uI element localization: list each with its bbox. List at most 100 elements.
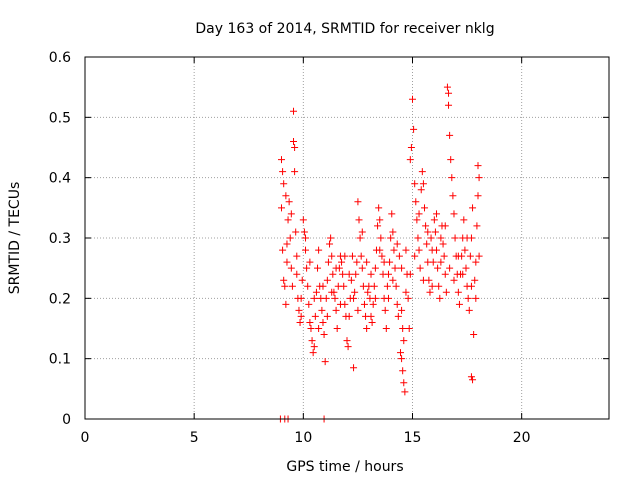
y-axis-label: SRMTID / TECUs xyxy=(7,182,23,295)
data-point xyxy=(469,376,477,384)
data-point xyxy=(467,282,475,290)
x-tick-label: 15 xyxy=(404,430,422,446)
data-point xyxy=(354,306,362,314)
data-point xyxy=(449,192,457,200)
data-point xyxy=(347,276,355,284)
data-point xyxy=(384,294,392,302)
data-point xyxy=(328,288,336,296)
data-point xyxy=(364,288,372,296)
data-point xyxy=(471,276,479,284)
data-point xyxy=(391,264,399,272)
y-tick-label: 0 xyxy=(62,412,71,428)
data-point xyxy=(312,288,320,296)
data-point xyxy=(407,144,415,151)
data-point xyxy=(459,270,467,278)
data-point xyxy=(430,216,438,224)
data-point xyxy=(350,294,358,302)
data-point xyxy=(310,343,318,351)
data-point xyxy=(282,192,290,200)
data-point xyxy=(433,210,441,218)
data-point xyxy=(315,325,323,332)
data-point xyxy=(475,174,483,182)
data-point xyxy=(358,228,366,236)
data-point xyxy=(402,288,410,296)
data-point xyxy=(435,282,443,290)
data-point xyxy=(282,300,290,308)
data-point xyxy=(319,318,327,326)
data-point xyxy=(431,228,439,236)
data-point xyxy=(353,258,361,266)
data-point xyxy=(344,343,352,351)
data-point xyxy=(446,131,454,139)
data-point xyxy=(363,325,371,332)
data-point xyxy=(437,234,445,242)
data-point xyxy=(410,125,418,133)
data-point xyxy=(306,318,314,326)
data-point xyxy=(287,264,295,272)
data-point xyxy=(398,264,406,272)
data-point xyxy=(378,252,386,260)
data-point xyxy=(327,234,335,242)
data-point xyxy=(466,252,474,260)
data-point xyxy=(406,156,414,164)
data-point xyxy=(354,198,362,206)
data-point xyxy=(375,204,383,212)
data-point xyxy=(351,288,359,296)
data-point xyxy=(402,246,410,254)
data-point xyxy=(473,222,481,230)
data-point xyxy=(405,325,413,332)
data-point xyxy=(299,216,307,224)
data-point xyxy=(389,276,397,284)
data-point xyxy=(443,83,451,91)
data-point xyxy=(406,270,414,278)
data-point xyxy=(279,246,287,254)
data-point xyxy=(436,294,444,302)
x-tick-labels: 0 5 10 15 20 xyxy=(81,430,531,446)
data-point xyxy=(321,358,329,366)
data-point xyxy=(475,252,483,260)
data-point xyxy=(363,258,371,266)
data-point xyxy=(309,349,317,357)
data-point xyxy=(470,331,478,339)
data-point xyxy=(288,282,296,290)
data-point xyxy=(426,288,434,296)
data-point xyxy=(377,234,385,242)
data-point xyxy=(400,379,408,387)
data-point xyxy=(278,156,285,164)
data-point xyxy=(358,264,366,272)
data-point xyxy=(387,234,395,242)
data-point xyxy=(454,252,462,260)
data-point xyxy=(314,264,322,272)
data-point xyxy=(422,222,430,230)
data-point xyxy=(376,216,384,224)
data-point xyxy=(293,270,301,278)
data-point xyxy=(399,325,407,332)
data-point xyxy=(392,282,400,290)
data-point xyxy=(437,258,445,266)
data-point xyxy=(303,264,311,272)
y-tick-label: 0.4 xyxy=(49,171,71,187)
data-point xyxy=(424,228,432,236)
data-point xyxy=(464,294,472,302)
data-point xyxy=(328,252,336,260)
data-point xyxy=(283,240,291,248)
data-point xyxy=(445,89,453,97)
data-point xyxy=(371,264,379,272)
data-point xyxy=(284,216,292,224)
data-point xyxy=(286,234,294,242)
data-point xyxy=(463,234,471,242)
data-point xyxy=(462,264,470,272)
data-point xyxy=(285,198,293,206)
data-point xyxy=(382,325,390,332)
data-point xyxy=(380,258,388,266)
data-point xyxy=(409,95,416,103)
data-point xyxy=(290,107,298,115)
data-point xyxy=(384,270,392,278)
data-point xyxy=(460,216,468,224)
data-point xyxy=(469,204,477,212)
data-point xyxy=(411,180,419,188)
data-point xyxy=(434,264,442,272)
data-point xyxy=(415,210,423,218)
data-point xyxy=(398,355,406,363)
data-point xyxy=(332,264,340,272)
